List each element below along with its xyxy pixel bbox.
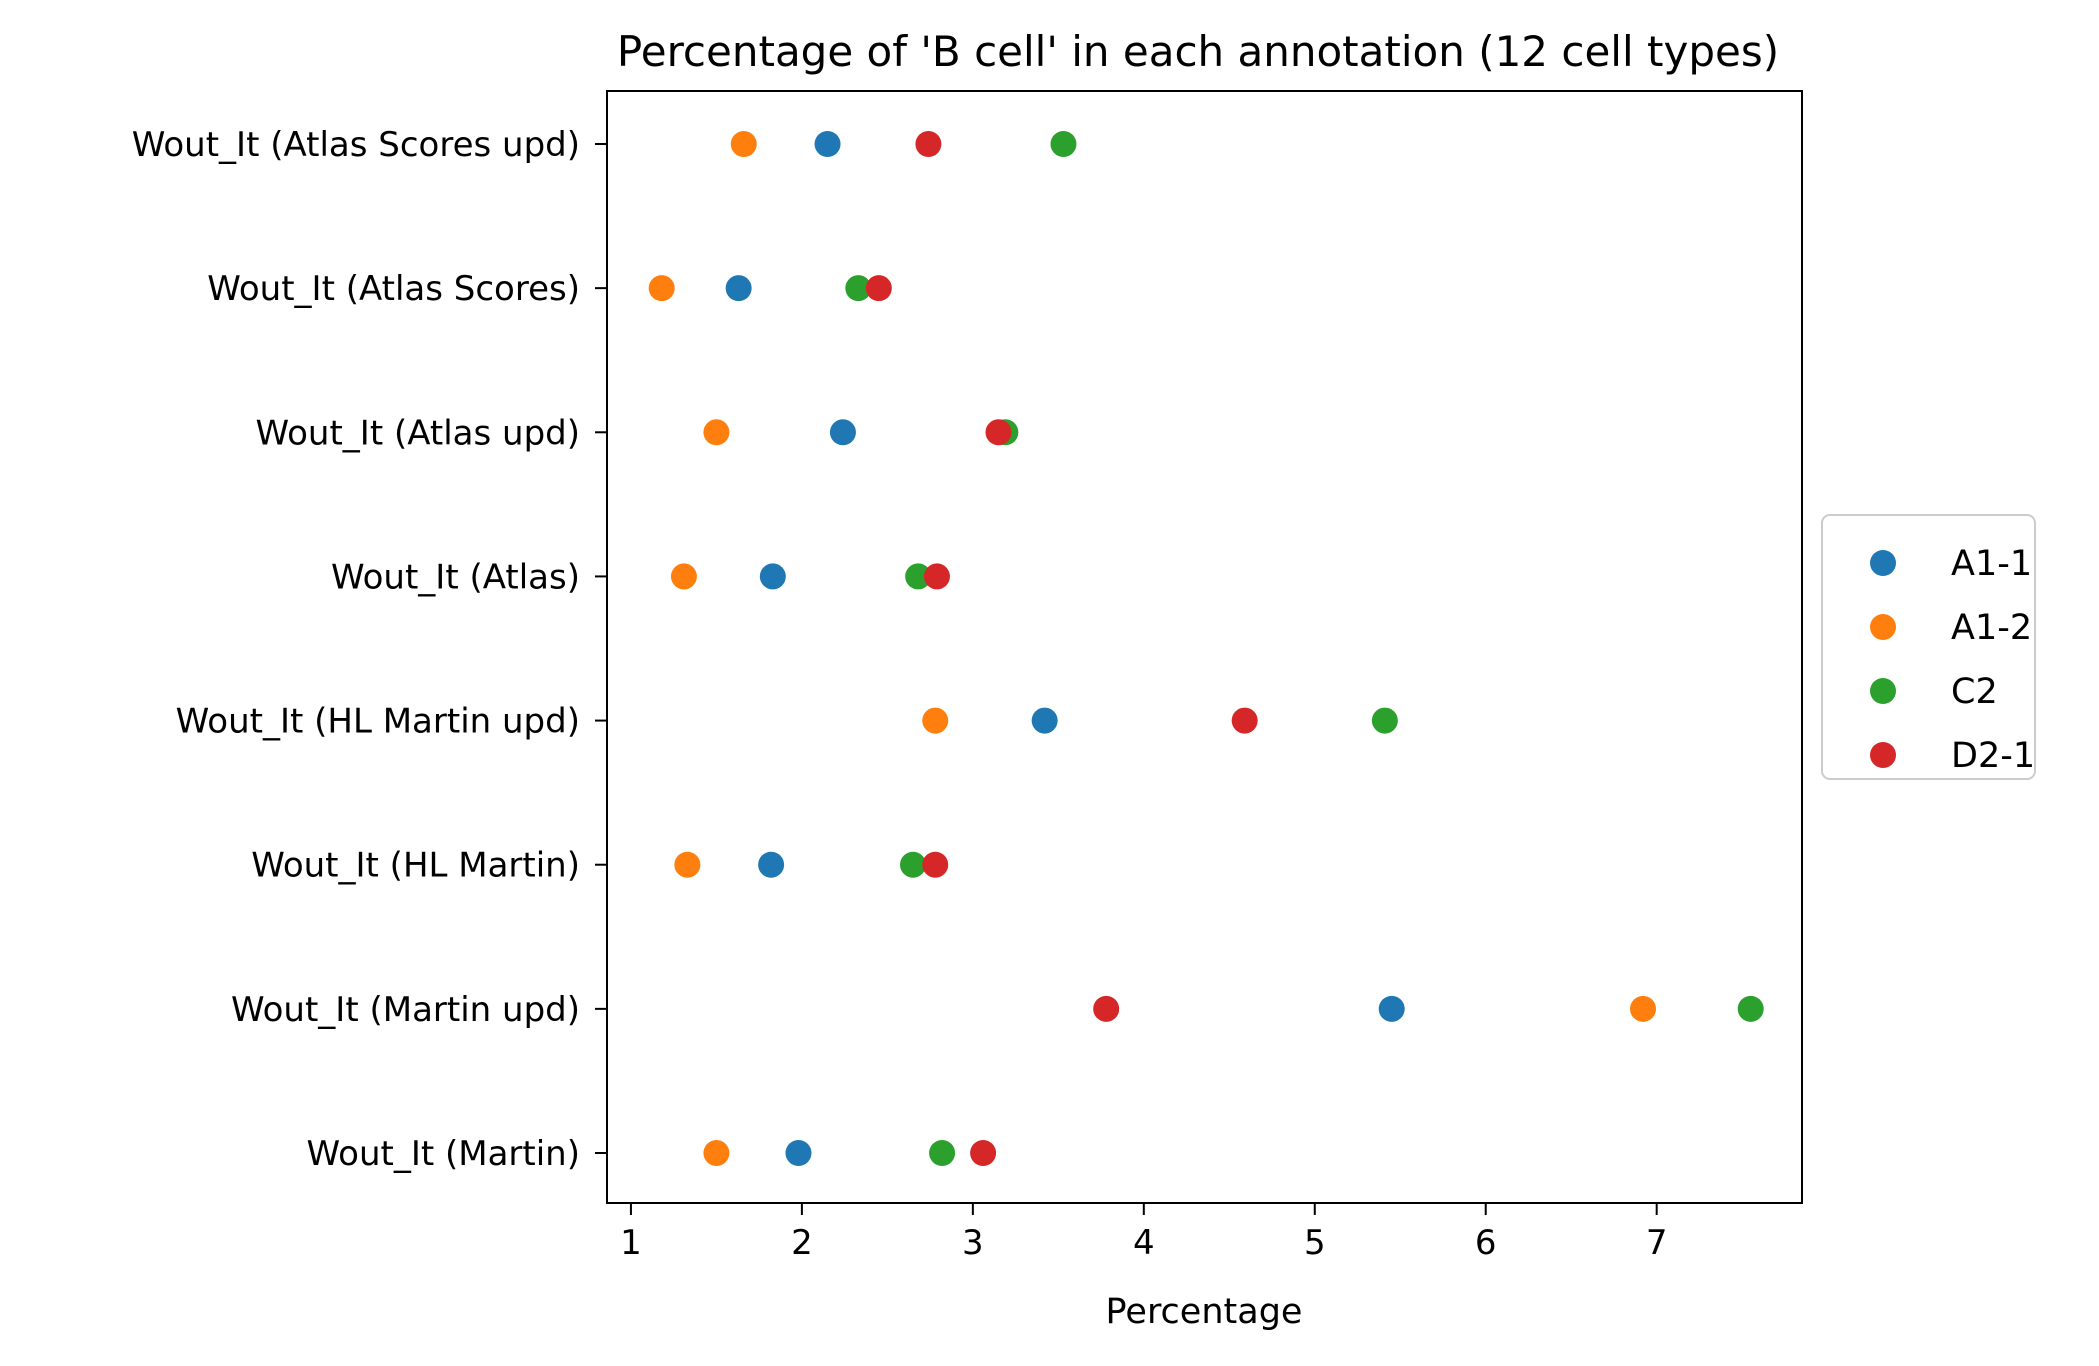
point-A1-2-6 (648, 275, 675, 302)
point-A1-1-5 (829, 419, 856, 446)
y-tick-label: Wout_It (Atlas upd) (255, 413, 580, 453)
x-tick-label: 2 (791, 1223, 813, 1263)
point-A1-2-0 (703, 1140, 730, 1166)
y-tick-label: Wout_It (Martin) (307, 1134, 580, 1174)
point-A1-1-4 (759, 563, 786, 590)
point-D2-1-1 (1093, 995, 1120, 1022)
point-A1-2-3 (922, 707, 949, 734)
y-tick-label: Wout_It (HL Martin upd) (176, 702, 580, 742)
point-D2-1-4 (923, 563, 950, 590)
point-C2-0 (929, 1140, 956, 1166)
legend-marker-A1-2 (1870, 614, 1896, 640)
point-D2-1-3 (1231, 707, 1258, 734)
point-D2-1-6 (865, 275, 892, 302)
x-tick-label: 3 (962, 1223, 984, 1263)
point-A1-2-5 (703, 419, 730, 446)
x-tick-label: 7 (1646, 1223, 1668, 1263)
plot-area-frame (606, 90, 1803, 1204)
x-axis: 1 2 3 4 5 6 7 (620, 1203, 1668, 1263)
legend: A1-1 A1-2 C2 D2-1 (1821, 514, 2036, 780)
legend-label-D2-1: D2-1 (1951, 736, 2035, 776)
point-C2-6 (845, 275, 872, 302)
point-C2-3 (1371, 707, 1398, 734)
point-A1-2-4 (670, 563, 697, 590)
x-tick-label: 1 (620, 1223, 642, 1263)
point-A1-2-2 (674, 851, 701, 878)
y-tick-label: Wout_It (Atlas Scores upd) (132, 125, 580, 165)
point-A1-2-7 (730, 131, 757, 157)
legend-marker-A1-1 (1870, 550, 1896, 576)
point-A1-1-2 (758, 851, 785, 878)
point-D2-1-2 (922, 851, 949, 878)
point-A1-1-3 (1031, 707, 1058, 734)
point-C2-1 (1737, 995, 1764, 1022)
legend-marker-D2-1 (1870, 742, 1896, 768)
data-points (648, 131, 1764, 1166)
point-A1-1-0 (785, 1140, 812, 1166)
x-tick-label: 5 (1304, 1223, 1326, 1263)
point-C2-4 (905, 563, 932, 590)
legend-box (1821, 514, 2036, 780)
y-tick-label: Wout_It (HL Martin) (251, 846, 580, 886)
point-D2-1-5 (985, 419, 1012, 446)
x-axis-label: Percentage (1106, 1292, 1303, 1332)
x-tick-label: 6 (1475, 1223, 1497, 1263)
point-C2-2 (900, 851, 927, 878)
point-A1-1-1 (1378, 995, 1405, 1022)
point-D2-1-7 (915, 131, 942, 157)
point-D2-1-0 (970, 1140, 997, 1166)
point-C2-7 (1050, 131, 1077, 157)
y-tick-label: Wout_It (Atlas) (331, 557, 580, 597)
legend-label-A1-2: A1-2 (1951, 608, 2032, 648)
point-A1-2-1 (1630, 995, 1657, 1022)
y-axis: Wout_It (Martin) Wout_It (Martin upd) Wout… (132, 125, 607, 1174)
legend-label-C2: C2 (1951, 672, 1998, 712)
point-A1-1-6 (725, 275, 752, 302)
chart-title: Percentage of 'B cell' in each annotatio… (617, 27, 1779, 76)
point-A1-1-7 (814, 131, 841, 157)
x-tick-label: 4 (1133, 1223, 1155, 1263)
legend-label-A1-1: A1-1 (1951, 544, 2032, 584)
y-tick-label: Wout_It (Martin upd) (231, 990, 580, 1030)
legend-marker-C2 (1870, 678, 1896, 704)
y-tick-label: Wout_It (Atlas Scores) (207, 269, 580, 309)
